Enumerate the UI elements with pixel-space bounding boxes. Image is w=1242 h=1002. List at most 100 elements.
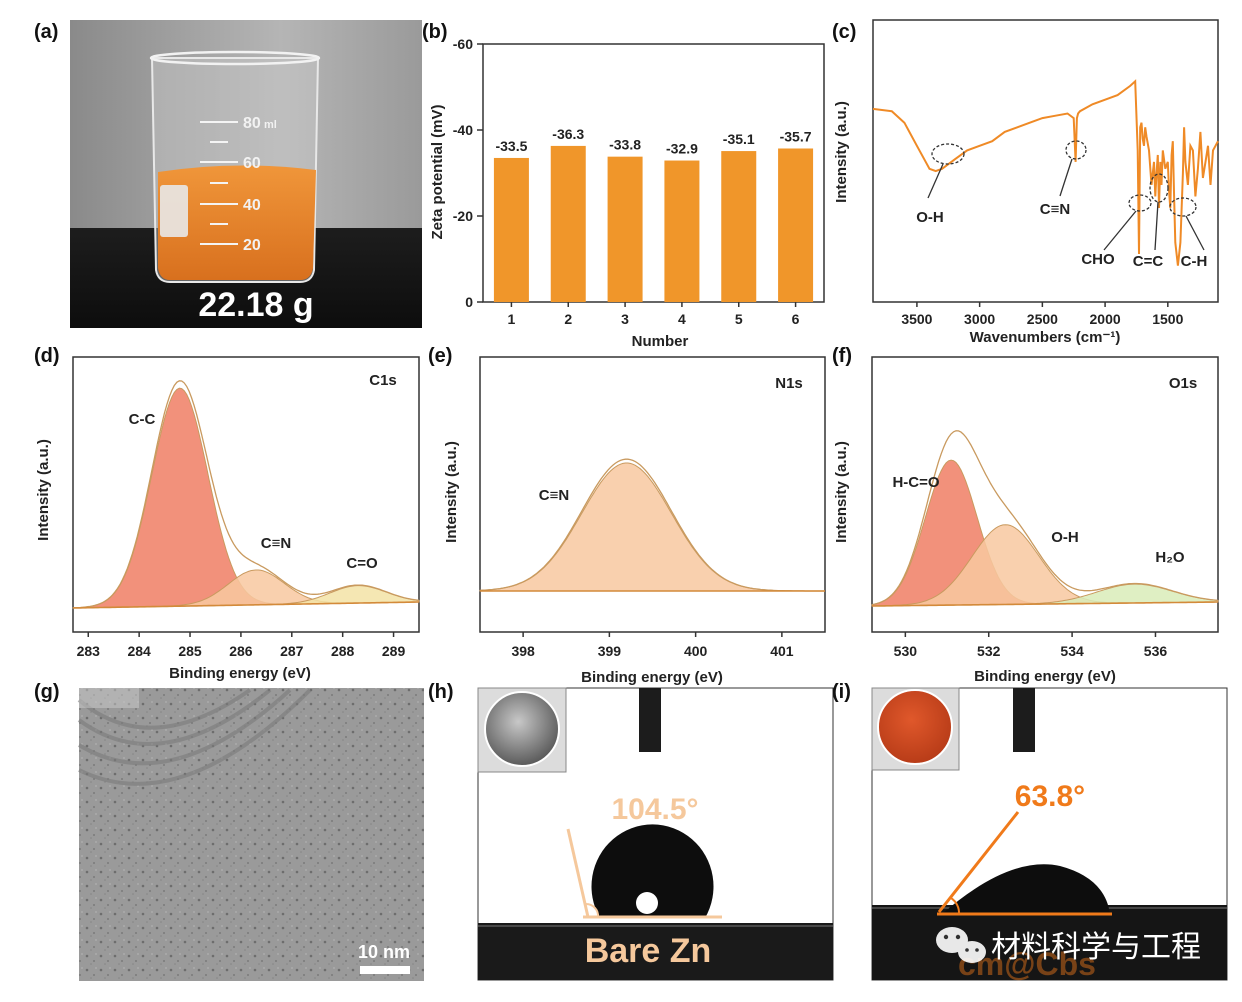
x-tick-label-b-6: 6 [792, 311, 800, 327]
x-tick-label-c-4: 1500 [1152, 311, 1183, 327]
background-line-d [73, 601, 419, 609]
x-axis-title-c: Wavenumbers (cm⁻¹) [970, 329, 1121, 346]
x-tick-label-d-1: 284 [127, 643, 151, 659]
bars-b: -33.5 1 -36.3 2 -33.8 3 -32.9 4 -35.1 5 -35.7 6 [493, 126, 814, 327]
bar-value-label-1: -33.5 [495, 138, 527, 154]
beaker-graduations [200, 121, 238, 245]
ftir-label-ch: C-H [1181, 253, 1208, 270]
needle-i [1013, 688, 1035, 752]
ftir-label-oh: O-H [916, 209, 944, 226]
droplet-i [942, 864, 1110, 914]
x-tick-label-d-2: 285 [178, 643, 202, 659]
plot-frame-e [479, 356, 826, 633]
angle-arc-h [585, 902, 600, 918]
x-axis-title-b: Number [632, 333, 689, 350]
y-axis-title-d: Intensity (a.u.) [35, 439, 52, 541]
beaker-mark-40: 40 [243, 197, 261, 214]
x-tick-label-b-1: 1 [508, 311, 516, 327]
x-tick-label-e-1: 399 [598, 643, 622, 659]
panel-letter-e: (e) [428, 345, 452, 367]
x-axis-title-e: Binding energy (eV) [581, 669, 723, 686]
bar-value-label-3: -33.8 [609, 137, 641, 153]
peak-label-h2o: H₂O [1155, 549, 1184, 566]
watermark-text: 材料科学与工程 [991, 930, 1201, 965]
tem-lattice-fringes [77, 688, 312, 786]
x-tick-label-d-3: 286 [229, 643, 253, 659]
peak-label-co: C=O [346, 555, 378, 572]
angle-label-h: 104.5° [611, 793, 698, 826]
x-tick-label-f-0: 530 [894, 643, 918, 659]
beaker-mark-60: 60 [243, 155, 261, 172]
panel-letter-c: (c) [832, 21, 856, 43]
watermark: cm@Cbs 材料科学与工程 [936, 927, 1201, 982]
peak-label-cc: C-C [129, 411, 156, 428]
panel-letter-a: (a) [34, 21, 58, 43]
plot-frame-d [72, 356, 420, 633]
cc-leader [1154, 201, 1159, 251]
xps-o1s-plot: 530 532 534 536 [871, 430, 1219, 659]
xps-n1s-plot: 398 399 400 401 [479, 458, 825, 659]
plot-frame-c [872, 19, 1219, 303]
peak-area-e-0 [479, 462, 825, 592]
scale-bar-label: 10 nm [358, 942, 410, 962]
panel-letter-h: (h) [428, 681, 454, 703]
envelope-fit-d [72, 380, 420, 609]
x-tick-label-e-3: 401 [770, 643, 794, 659]
peak-label-hco: H-C=O [892, 474, 939, 491]
peak-label-cn-d: C≡N [261, 535, 291, 552]
beaker-label-patch [160, 185, 188, 237]
y-tick-label-b-0: 0 [465, 294, 473, 310]
x-tick-label-f-1: 532 [977, 643, 1001, 659]
panel-letter-g: (g) [34, 681, 60, 703]
droplet-glare-h [636, 892, 658, 914]
tangent-h [566, 828, 590, 918]
beaker-unit: ml [264, 119, 277, 131]
panel-a: 80 ml 60 40 20 22.18 g (a) [34, 20, 422, 328]
y-axis-title-c: Intensity (a.u.) [833, 101, 850, 203]
x-tick-label-b-4: 4 [678, 311, 686, 327]
plot-frame-f [871, 356, 1219, 633]
x-tick-label-b-3: 3 [621, 311, 629, 327]
x-tick-label-d-0: 283 [77, 643, 101, 659]
oh-leader [927, 163, 944, 199]
x-tick-label-c-0: 3500 [901, 311, 932, 327]
bar-4 [664, 160, 700, 302]
tem-corner-blob [79, 688, 139, 708]
panel-letter-d: (d) [34, 345, 60, 367]
oh-circle [931, 143, 965, 165]
ftir-annotations [927, 140, 1205, 251]
tem-image [79, 688, 424, 981]
tangent-i [937, 811, 1020, 913]
panel-g: (g) 10 nm [34, 681, 424, 981]
bar-1 [493, 157, 529, 302]
beaker-mark-20: 20 [243, 237, 261, 254]
y-tick-label-b-2: -40 [453, 122, 473, 138]
xps-title-f: O1s [1169, 375, 1197, 392]
x-tick-label-f-2: 534 [1060, 643, 1084, 659]
x-tick-label-e-2: 400 [684, 643, 708, 659]
plot-frame-b [482, 43, 825, 303]
y-axis-title-f: Intensity (a.u.) [833, 441, 850, 543]
panel-letter-f: (f) [832, 345, 852, 367]
peak-label-oh-f: O-H [1051, 529, 1079, 546]
bar-value-label-6: -35.7 [780, 128, 812, 144]
cho-leader [1103, 210, 1137, 251]
ftir-label-cn: C≡N [1040, 201, 1070, 218]
orange-powder [158, 165, 316, 280]
x-tick-label-b-2: 2 [564, 311, 572, 327]
ch-leader [1185, 215, 1205, 251]
panel-letter-i: (i) [832, 681, 851, 703]
x-tick-label-e-0: 398 [511, 643, 535, 659]
needle-h [639, 688, 661, 752]
angle-label-i: 63.8° [1015, 780, 1085, 813]
substrate-h [478, 923, 833, 980]
bar-value-label-5: -35.1 [723, 131, 755, 147]
x-tick-label-c-1: 3000 [964, 311, 995, 327]
envelope-fit-e [479, 458, 825, 592]
angle-arc-i [950, 897, 961, 915]
cn-circle [1065, 140, 1087, 160]
panel-c: (c) 3500 3000 2500 2000 1500 O-H C≡N CHO C=C… [832, 19, 1219, 346]
coated-disc [877, 689, 953, 765]
x-tick-label-f-3: 536 [1144, 643, 1168, 659]
